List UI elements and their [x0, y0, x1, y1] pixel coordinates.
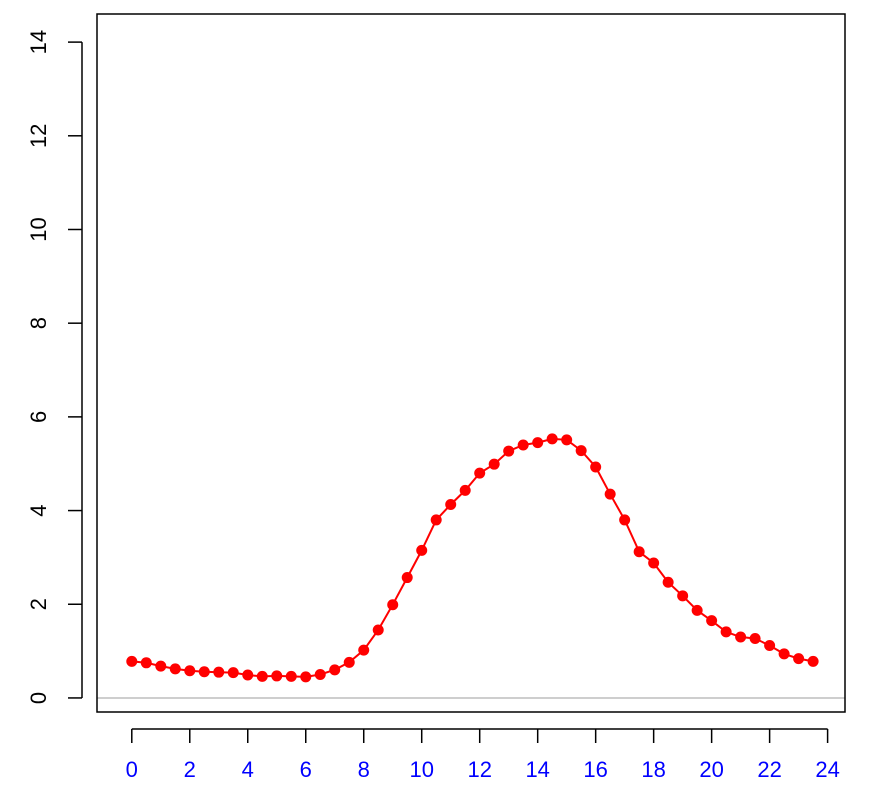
x-tick-label: 2 — [184, 757, 196, 782]
data-point — [184, 665, 196, 677]
data-point — [256, 670, 268, 682]
data-point — [459, 484, 471, 496]
y-tick-label: 4 — [26, 504, 51, 516]
data-point — [155, 660, 167, 672]
data-point — [619, 514, 631, 526]
data-point — [416, 544, 428, 556]
data-point — [575, 445, 587, 457]
y-tick-label: 2 — [26, 598, 51, 610]
data-point — [372, 624, 384, 636]
y-tick-label: 12 — [26, 124, 51, 148]
x-tick-label: 16 — [583, 757, 607, 782]
data-point — [213, 666, 225, 678]
x-tick-label: 20 — [699, 757, 723, 782]
data-point — [285, 670, 297, 682]
y-tick-label: 0 — [26, 692, 51, 704]
x-tick-label: 6 — [300, 757, 312, 782]
x-tick-label: 18 — [641, 757, 665, 782]
series-layer — [126, 433, 819, 683]
data-point — [358, 644, 370, 656]
x-tick-label: 12 — [467, 757, 491, 782]
data-point — [314, 669, 326, 681]
x-tick-label: 0 — [126, 757, 138, 782]
data-point — [590, 461, 602, 473]
x-tick-label: 8 — [358, 757, 370, 782]
data-point — [546, 433, 558, 445]
data-point — [387, 599, 399, 611]
y-tick-label: 8 — [26, 317, 51, 329]
data-point — [242, 669, 254, 681]
data-point — [735, 631, 747, 643]
data-point — [648, 557, 660, 569]
y-tick-label: 6 — [26, 411, 51, 423]
data-point — [488, 458, 500, 470]
data-point — [474, 467, 486, 479]
x-tick-label: 24 — [815, 757, 839, 782]
data-point — [503, 445, 515, 457]
data-point — [140, 657, 152, 669]
x-tick-label: 22 — [757, 757, 781, 782]
data-point — [430, 514, 442, 526]
data-point — [401, 572, 413, 584]
data-point — [604, 488, 616, 500]
data-point — [793, 653, 805, 665]
y-axis: 0 2 4 6 8 10 12 14 — [26, 30, 83, 704]
plot-frame — [96, 13, 846, 713]
data-point — [807, 655, 819, 667]
data-point — [445, 498, 457, 510]
data-point — [633, 546, 645, 558]
data-point — [300, 671, 312, 683]
x-tick-label: 14 — [525, 757, 549, 782]
data-point — [329, 664, 341, 676]
data-point — [271, 670, 283, 682]
x-tick-label: 4 — [242, 757, 254, 782]
data-point — [517, 439, 529, 451]
data-point — [706, 615, 718, 627]
data-point — [662, 576, 674, 588]
data-point — [778, 648, 790, 660]
data-point — [691, 604, 703, 616]
data-point — [720, 626, 732, 638]
data-point — [126, 655, 138, 667]
data-point — [198, 666, 210, 678]
x-tick-label: 10 — [409, 757, 433, 782]
data-point — [532, 437, 544, 449]
data-point — [227, 667, 239, 679]
data-point — [764, 639, 776, 651]
data-point — [677, 590, 689, 602]
data-point — [169, 663, 181, 675]
y-tick-label: 10 — [26, 217, 51, 241]
x-axis: 0 2 4 6 8 10 12 14 16 18 20 22 24 — [126, 728, 840, 782]
data-point — [749, 632, 761, 644]
data-point — [561, 434, 573, 446]
y-tick-label: 14 — [26, 30, 51, 54]
data-point — [343, 656, 355, 668]
